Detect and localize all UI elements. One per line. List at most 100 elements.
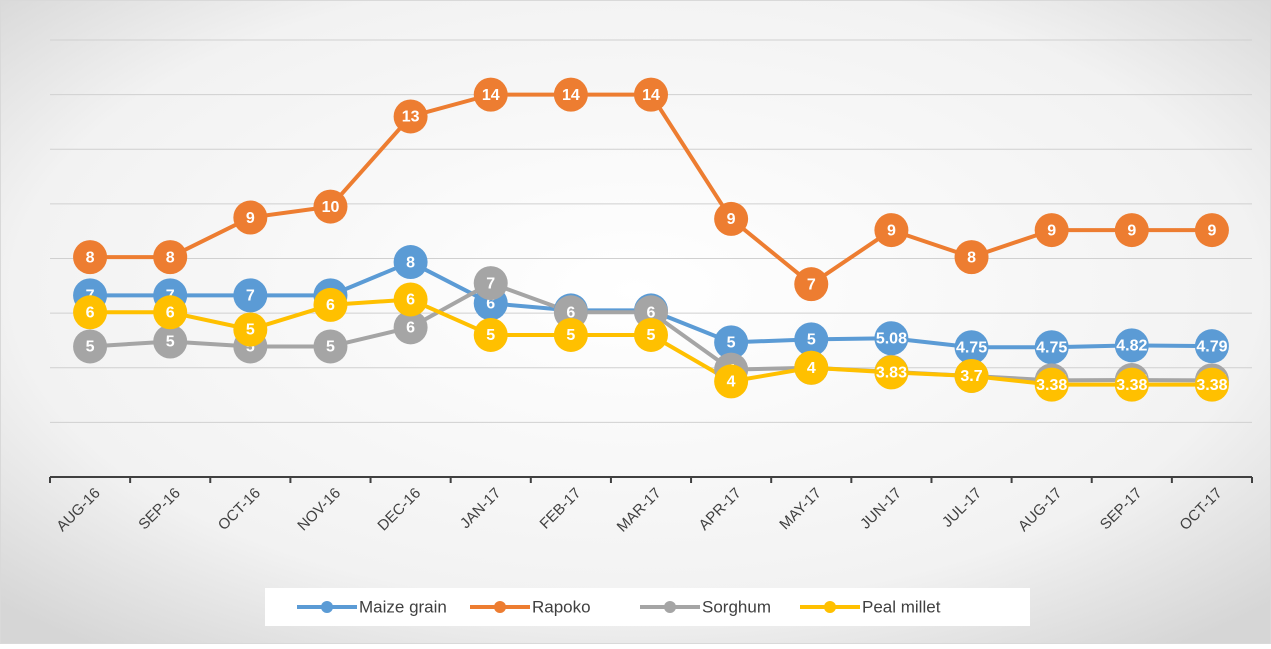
- data-label: 7: [807, 276, 816, 293]
- data-point: [313, 189, 348, 224]
- data-label: 9: [1207, 222, 1216, 239]
- data-point: [553, 77, 588, 112]
- data-point: [634, 317, 668, 352]
- data-point: [1194, 367, 1229, 402]
- data-point: [794, 350, 829, 385]
- data-label: 8: [406, 254, 415, 271]
- legend-label: Rapoko: [532, 597, 591, 616]
- legend-marker: [824, 601, 836, 613]
- data-point: [73, 329, 108, 364]
- data-point: [874, 213, 909, 248]
- data-point: [714, 364, 749, 399]
- data-label: 14: [482, 87, 500, 104]
- data-point: [393, 99, 428, 134]
- data-point: [393, 310, 428, 345]
- data-point: [473, 77, 508, 112]
- data-point: [714, 201, 749, 236]
- data-point: [313, 287, 348, 322]
- legend-label: Peal millet: [862, 597, 941, 616]
- data-label: 5: [166, 334, 175, 351]
- data-label: 6: [647, 305, 656, 322]
- data-label: 3.38: [1036, 377, 1067, 394]
- data-point: [233, 278, 268, 313]
- data-label: 5: [727, 335, 736, 352]
- data-label: 5: [326, 339, 335, 356]
- data-point: [153, 295, 188, 330]
- data-label: 4.75: [1036, 339, 1067, 356]
- data-label: 5: [486, 327, 495, 344]
- data-label: 13: [402, 109, 420, 126]
- legend-marker: [664, 601, 676, 613]
- data-point: [153, 240, 188, 275]
- data-point: [1114, 328, 1149, 363]
- data-point: [73, 295, 108, 330]
- legend-marker: [494, 601, 506, 613]
- data-point: [233, 200, 268, 235]
- data-point: [1034, 330, 1069, 365]
- data-point: [153, 324, 188, 359]
- legend-label: Maize grain: [359, 597, 447, 616]
- legend-label: Sorghum: [702, 597, 771, 616]
- data-label: 3.7: [960, 368, 982, 385]
- data-label: 9: [887, 222, 896, 239]
- data-point: [473, 266, 508, 301]
- data-label: 5: [566, 327, 575, 344]
- data-label: 5: [647, 327, 656, 344]
- data-label: 14: [562, 87, 580, 104]
- legend-marker: [321, 601, 333, 613]
- data-point: [1194, 329, 1229, 364]
- data-point: [473, 317, 508, 352]
- data-label: 7: [486, 275, 495, 292]
- data-label: 4.82: [1116, 338, 1147, 355]
- data-point: [1114, 367, 1149, 402]
- data-label: 8: [967, 249, 976, 266]
- data-label: 6: [86, 305, 95, 322]
- data-point: [393, 282, 428, 317]
- data-label: 5: [807, 332, 816, 349]
- data-point: [874, 321, 909, 356]
- data-point: [794, 322, 829, 357]
- data-point: [1114, 213, 1149, 248]
- data-label: 14: [642, 87, 660, 104]
- data-point: [393, 245, 428, 280]
- data-label: 4.79: [1196, 338, 1227, 355]
- data-point: [634, 77, 668, 112]
- data-point: [1034, 213, 1069, 248]
- data-label: 9: [1127, 222, 1136, 239]
- data-point: [313, 329, 348, 364]
- data-point: [1034, 367, 1069, 402]
- data-point: [553, 317, 588, 352]
- data-point: [233, 312, 268, 347]
- data-point: [794, 267, 829, 302]
- data-point: [954, 330, 989, 365]
- data-label: 8: [166, 249, 175, 266]
- data-label: 9: [727, 211, 736, 228]
- data-label: 6: [406, 292, 415, 309]
- data-point: [874, 355, 909, 390]
- data-point: [1194, 213, 1229, 248]
- data-label: 3.83: [876, 365, 907, 382]
- data-label: 6: [406, 320, 415, 337]
- data-label: 6: [486, 296, 495, 313]
- data-label: 6: [326, 297, 335, 314]
- data-point: [73, 240, 108, 275]
- data-label: 4: [807, 360, 816, 377]
- data-label: 10: [322, 199, 340, 216]
- data-label: 5: [246, 322, 255, 339]
- data-label: 8: [86, 249, 95, 266]
- data-label: 9: [1047, 222, 1056, 239]
- data-label: 6: [566, 305, 575, 322]
- data-point: [954, 240, 989, 275]
- data-label: 4.75: [956, 339, 987, 356]
- data-label: 9: [246, 210, 255, 227]
- data-point: [714, 325, 749, 360]
- data-label: 5: [246, 339, 255, 356]
- data-label: 3.38: [1196, 377, 1227, 394]
- data-label: 7: [246, 288, 255, 305]
- data-label: 4: [727, 374, 736, 391]
- data-label: 6: [166, 305, 175, 322]
- data-label: 3.38: [1116, 377, 1147, 394]
- data-label: 5: [86, 339, 95, 356]
